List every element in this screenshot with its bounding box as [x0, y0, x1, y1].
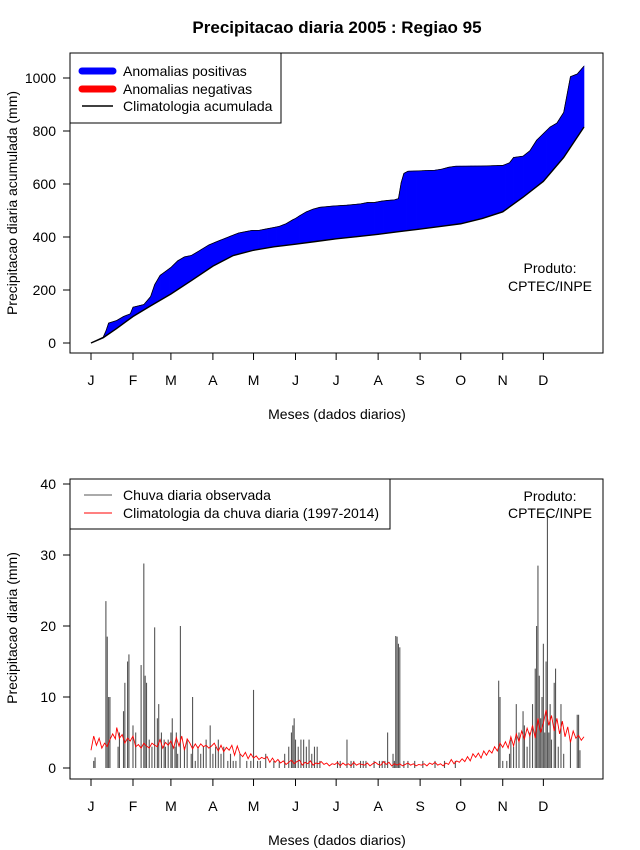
- observed-cumulative-line: [90, 65, 585, 344]
- x-tick-label: N: [498, 372, 508, 388]
- x-tick-label: M: [165, 798, 177, 814]
- x-tick-label: D: [538, 372, 548, 388]
- y-tick-label: 600: [33, 176, 57, 192]
- observed-bars-layer: [93, 512, 581, 768]
- climatology-cumulative-line: [90, 126, 585, 344]
- daily-y-axis-label: Precipitacao diaria (mm): [4, 552, 20, 704]
- series-line-layer: [90, 65, 585, 344]
- x-tick-label: A: [208, 798, 218, 814]
- cumulative-x-axis-label: Meses (dados diarios): [268, 406, 406, 422]
- x-tick-label: S: [415, 798, 424, 814]
- x-tick-label: J: [292, 372, 299, 388]
- daily-x-axis-label: Meses (dados diarios): [268, 832, 406, 848]
- daily-legend: Chuva diaria observada Climatologia da c…: [69, 478, 391, 530]
- x-tick-label: A: [373, 798, 383, 814]
- cumulative-y-axis-label: Precipitacao diaria acumulada (mm): [4, 91, 20, 315]
- y-tick-label: 10: [40, 689, 56, 705]
- y-tick-label: 800: [33, 123, 57, 139]
- cumulative-y-axis: 0 200 400 600 800 1000: [25, 70, 71, 351]
- daily-y-axis: 0 10 20 30 40: [40, 476, 71, 776]
- daily-legend-box: [69, 478, 391, 530]
- y-tick-label: 40: [40, 476, 56, 492]
- legend-label-observed: Chuva diaria observada: [123, 487, 271, 503]
- x-tick-label: J: [88, 372, 95, 388]
- daily-panel: 0 10 20 30 40 J F M A M J J A S O N D Meses (dados diar…: [4, 476, 604, 848]
- cumulative-annotation-line2: CPTEC/INPE: [508, 278, 592, 294]
- x-tick-label: J: [333, 372, 340, 388]
- y-tick-label: 400: [33, 229, 57, 245]
- y-tick-label: 20: [40, 618, 56, 634]
- legend-label-daily-climatology: Climatologia da chuva diaria (1997-2014): [123, 505, 379, 521]
- y-tick-label: 1000: [25, 70, 56, 86]
- climatology-line-layer: [90, 709, 585, 767]
- x-tick-label: F: [129, 372, 138, 388]
- y-tick-label: 200: [33, 282, 57, 298]
- x-tick-label: D: [538, 798, 548, 814]
- x-tick-label: O: [455, 372, 466, 388]
- x-tick-label: J: [292, 798, 299, 814]
- x-tick-label: M: [248, 372, 260, 388]
- x-tick-label: J: [88, 798, 95, 814]
- x-tick-label: J: [333, 798, 340, 814]
- x-tick-label: S: [415, 372, 424, 388]
- daily-annotation-line1: Produto:: [524, 488, 577, 504]
- y-tick-label: 0: [48, 760, 56, 776]
- y-tick-label: 0: [48, 335, 56, 351]
- daily-annotation-line2: CPTEC/INPE: [508, 505, 592, 521]
- y-tick-label: 30: [40, 547, 56, 563]
- cumulative-annotation-line1: Produto:: [524, 260, 577, 276]
- x-tick-label: A: [208, 372, 218, 388]
- x-tick-label: O: [455, 798, 466, 814]
- legend-label-negative: Anomalias negativas: [123, 81, 252, 97]
- x-tick-label: A: [373, 372, 383, 388]
- daily-climatology-line: [90, 709, 585, 767]
- x-tick-label: M: [165, 372, 177, 388]
- legend-label-climatology: Climatologia acumulada: [123, 98, 273, 114]
- x-tick-label: N: [498, 798, 508, 814]
- x-tick-label: M: [248, 798, 260, 814]
- legend-label-positive: Anomalias positivas: [123, 63, 247, 79]
- positive-anomaly-segment: [582, 65, 585, 131]
- cumulative-panel: 0 200 400 600 800 1000 J F M A M J J A S O N D Meses (da…: [4, 52, 604, 422]
- cumulative-legend: Anomalias positivas Anomalias negativas …: [69, 52, 282, 124]
- chart-title: Precipitacao diaria 2005 : Regiao 95: [192, 18, 481, 37]
- x-tick-label: F: [129, 798, 138, 814]
